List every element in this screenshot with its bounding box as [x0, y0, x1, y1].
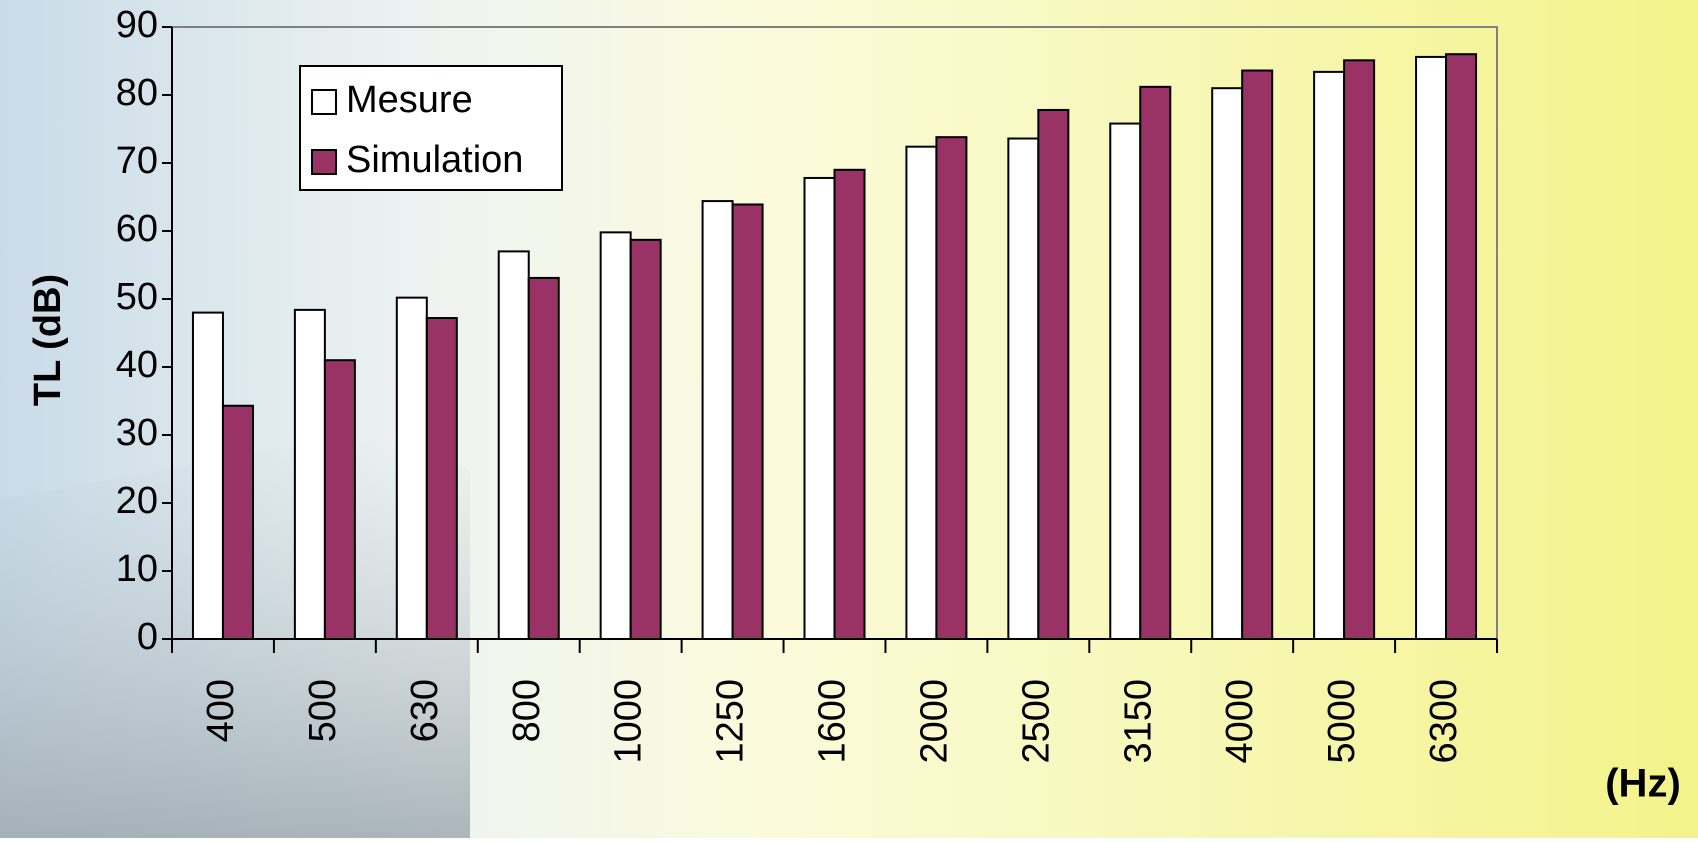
bar: [1139, 85, 1172, 640]
bar: [221, 404, 254, 641]
y-tick-label: 20: [116, 480, 158, 522]
legend-label: Mesure: [346, 79, 473, 121]
bar: [527, 276, 560, 640]
x-tick-label: 800: [506, 679, 548, 742]
x-tick-label: 1600: [812, 679, 854, 764]
legend-swatch: [311, 89, 337, 115]
bar: [1241, 69, 1274, 640]
y-tick-label: 0: [137, 616, 158, 658]
bar: [293, 308, 326, 640]
bar: [701, 200, 734, 641]
y-tick-label: 30: [116, 412, 158, 454]
bar: [1415, 55, 1448, 641]
bar: [1313, 70, 1346, 640]
x-tick-label: 2500: [1015, 679, 1057, 764]
x-tick-label: 3150: [1117, 679, 1159, 764]
x-tick-label: 400: [200, 679, 242, 742]
x-axis-label: (Hz): [1605, 762, 1681, 806]
bar: [629, 238, 662, 640]
x-tick-label: 1000: [608, 679, 650, 764]
y-tick-label: 80: [116, 72, 158, 114]
bar: [905, 145, 938, 640]
x-tick-label: 5000: [1321, 679, 1363, 764]
bar: [1109, 122, 1142, 640]
y-tick-label: 10: [116, 548, 158, 590]
y-tick-label: 60: [116, 208, 158, 250]
legend-label: Simulation: [346, 139, 523, 181]
bar: [1445, 53, 1478, 640]
x-tick-label: 500: [302, 679, 344, 742]
bar: [1343, 59, 1376, 640]
legend-swatch: [311, 149, 337, 175]
bar: [833, 168, 866, 641]
x-tick-label: 2000: [913, 679, 955, 764]
y-axis-label: TL (dB): [27, 274, 69, 406]
x-tick-label: 6300: [1423, 679, 1465, 764]
legend-box: [299, 65, 563, 191]
y-tick-label: 50: [116, 276, 158, 318]
bar: [425, 317, 458, 640]
bar: [599, 231, 632, 641]
bar: [395, 296, 428, 640]
x-tick-label: 630: [404, 679, 446, 742]
bar: [1211, 87, 1244, 640]
bar: [731, 203, 764, 640]
bar: [1037, 108, 1070, 640]
bar: [323, 359, 356, 640]
y-tick-label: 90: [116, 4, 158, 46]
y-tick-label: 70: [116, 140, 158, 182]
bar: [1007, 137, 1040, 641]
bar: [191, 311, 224, 640]
y-tick-label: 40: [116, 344, 158, 386]
x-tick-label: 1250: [710, 679, 752, 764]
bar: [803, 176, 836, 641]
bar: [935, 136, 968, 640]
bar: [497, 250, 530, 640]
x-tick-label: 4000: [1219, 679, 1261, 764]
